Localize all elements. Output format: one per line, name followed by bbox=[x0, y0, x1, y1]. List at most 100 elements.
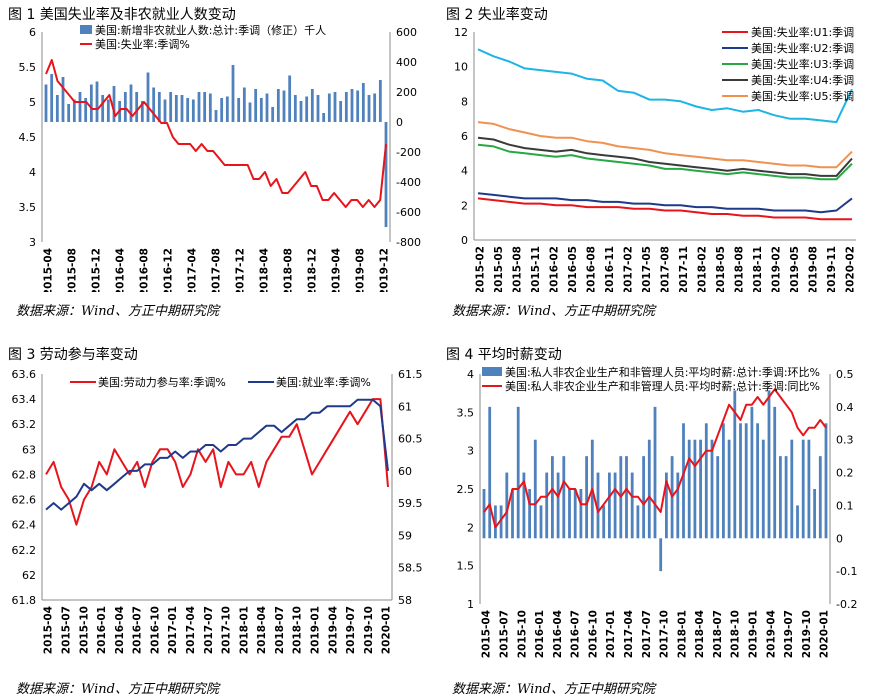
y-right-tick-label: -0.2 bbox=[836, 598, 857, 611]
bar bbox=[744, 423, 748, 539]
x-tick-label: 2018-08 bbox=[283, 248, 295, 292]
bar bbox=[186, 98, 190, 122]
y-right-tick-label: 59 bbox=[398, 529, 412, 542]
bar bbox=[61, 77, 65, 122]
x-tick-label: 2015-02 bbox=[475, 246, 487, 292]
x-tick-label: 2016-01 bbox=[534, 610, 546, 658]
y-left-tick-label: 4.5 bbox=[19, 131, 37, 144]
x-tick-label: 2015-04 bbox=[43, 606, 55, 654]
y-right-tick-label: 0.1 bbox=[836, 499, 854, 512]
series-line bbox=[45, 398, 389, 511]
bar bbox=[733, 390, 737, 539]
bar bbox=[801, 439, 805, 539]
figure-4-source: 数据来源：Wind、方正中期研究院 bbox=[452, 682, 655, 697]
y-left-tick-label: 62 bbox=[22, 569, 36, 582]
y-left-tick-label: 4 bbox=[467, 368, 474, 381]
y-left-tick-label: 62.6 bbox=[12, 494, 37, 507]
bar bbox=[528, 489, 532, 539]
bar bbox=[659, 538, 663, 572]
bar bbox=[55, 95, 59, 122]
y-left-tick-label: 2 bbox=[461, 199, 468, 212]
x-tick-label: 2016-11 bbox=[604, 246, 616, 292]
bar bbox=[482, 489, 486, 539]
x-tick-label: 2015-11 bbox=[530, 246, 542, 292]
bar bbox=[664, 472, 668, 539]
bar bbox=[625, 456, 628, 539]
series-line bbox=[477, 136, 853, 177]
y-left-tick-label: 62.8 bbox=[12, 468, 37, 481]
x-tick-label: 2019-04 bbox=[327, 606, 339, 654]
x-tick-label: 2016-12 bbox=[163, 248, 175, 292]
bar bbox=[562, 456, 566, 539]
bar bbox=[676, 472, 680, 539]
bar bbox=[693, 439, 697, 539]
x-tick-label: 2017-08 bbox=[211, 248, 223, 292]
x-tick-label: 2016-10 bbox=[149, 606, 161, 654]
legend-label: 美国:失业率:U1:季调 bbox=[751, 25, 854, 39]
y-left-tick-label: 3.5 bbox=[19, 201, 37, 214]
bar bbox=[67, 104, 71, 122]
x-tick-label: 2016-10 bbox=[587, 610, 599, 658]
bar bbox=[163, 99, 167, 122]
x-tick-label: 2015-04 bbox=[43, 248, 55, 292]
figure-3-title: 图 3 劳动参与率变动 bbox=[8, 347, 138, 363]
series-line bbox=[477, 48, 853, 124]
y-right-tick-label: 60 bbox=[398, 465, 412, 478]
y-left-tick-label: 1 bbox=[467, 598, 474, 611]
bar bbox=[378, 80, 382, 122]
x-tick-label: 2016-02 bbox=[549, 246, 561, 292]
y-left-tick-label: 2 bbox=[467, 521, 474, 534]
figure-3-source: 数据来源：Wind、方正中期研究院 bbox=[16, 682, 219, 697]
x-tick-label: 2016-07 bbox=[132, 606, 144, 654]
x-tick-label: 2016-08 bbox=[139, 248, 151, 292]
bar bbox=[344, 92, 348, 122]
x-tick-label: 2019-07 bbox=[345, 606, 357, 654]
x-tick-label: 2015-10 bbox=[516, 610, 528, 658]
bar bbox=[505, 472, 509, 539]
y-left-tick-label: 3.5 bbox=[457, 406, 475, 419]
bar bbox=[123, 92, 127, 122]
figure-1-title: 图 1 美国失业率及非农就业人数变动 bbox=[8, 7, 236, 23]
y-right-tick-label: 0 bbox=[396, 116, 403, 129]
x-tick-label: 2019-08 bbox=[355, 248, 367, 292]
bar bbox=[550, 456, 554, 539]
bar bbox=[818, 456, 822, 539]
x-tick-label: 2018-01 bbox=[676, 610, 688, 658]
x-tick-label: 2017-12 bbox=[235, 248, 247, 292]
y-left-tick-label: 2.5 bbox=[457, 483, 475, 496]
y-left-tick-label: 62.4 bbox=[12, 519, 37, 532]
x-tick-label: 2018-08 bbox=[734, 246, 746, 292]
bar bbox=[796, 505, 799, 539]
bar bbox=[180, 95, 184, 122]
bar bbox=[333, 92, 337, 122]
y-left-tick-label: 4 bbox=[29, 166, 36, 179]
bar bbox=[356, 90, 360, 122]
x-tick-label: 2016-07 bbox=[570, 610, 582, 658]
bar bbox=[784, 456, 788, 539]
bar bbox=[687, 439, 691, 539]
y-right-tick-label: 400 bbox=[396, 56, 417, 69]
x-tick-label: 2017-01 bbox=[605, 610, 617, 658]
x-tick-label: 2019-04 bbox=[331, 248, 343, 292]
bar bbox=[613, 472, 617, 539]
legend-label: 美国:失业率:U4:季调 bbox=[751, 73, 854, 87]
figure-4-title: 图 4 平均时薪变动 bbox=[446, 347, 562, 363]
bar bbox=[653, 406, 657, 539]
bar bbox=[299, 101, 303, 122]
y-right-tick-label: 61 bbox=[398, 400, 412, 413]
x-tick-label: 2015-12 bbox=[91, 248, 103, 292]
bar bbox=[756, 423, 760, 539]
bar bbox=[288, 75, 292, 122]
bar bbox=[739, 423, 742, 539]
y-right-tick-label: -600 bbox=[396, 206, 421, 219]
bar bbox=[807, 439, 811, 539]
bar bbox=[636, 505, 640, 539]
bar bbox=[602, 505, 606, 539]
bar bbox=[699, 439, 703, 539]
bar bbox=[539, 505, 543, 539]
x-tick-label: 2015-07 bbox=[60, 606, 72, 654]
x-tick-label: 2019-10 bbox=[363, 606, 375, 654]
chart-unemployment-rates: 0 2 4 6 8 10 12 2015-02 2015-05 2015-08 2015-11 201… bbox=[454, 25, 857, 292]
x-tick-label: 2020-01 bbox=[819, 610, 831, 658]
bar bbox=[89, 84, 93, 122]
